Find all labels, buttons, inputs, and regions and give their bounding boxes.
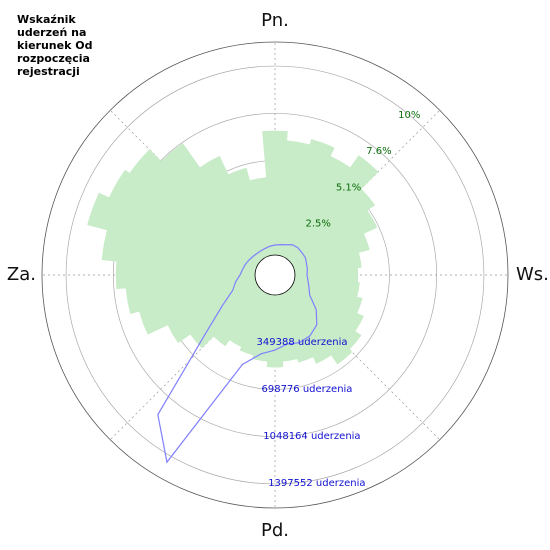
direction-label: Pd.: [261, 520, 289, 541]
r-tick-label: 7.6%: [366, 146, 391, 157]
r-tick-label: 10%: [398, 110, 420, 121]
outer-ring: [41, 41, 509, 509]
chart-title: Wskaźnik uderzeń na kierunek Od rozpoczę…: [17, 13, 93, 78]
r-tick-label: 5.1%: [336, 182, 361, 193]
strike-count-line: [157, 244, 318, 464]
direction-label: Pn.: [261, 10, 289, 31]
direction-label: Ws.: [516, 264, 549, 285]
grid-ring: [112, 112, 438, 438]
inner-hole: [254, 254, 296, 296]
r2-tick-label: 1048164 uderzenia: [263, 431, 360, 442]
r2-tick-label: 1397552 uderzenia: [268, 478, 365, 489]
grid-ring: [65, 65, 485, 485]
r2-tick-label: 349388 uderzenia: [257, 337, 348, 348]
r2-tick-label: 698776 uderzenia: [261, 384, 352, 395]
direction-label: Za.: [7, 264, 36, 285]
r-tick-label: 2.5%: [306, 218, 331, 229]
